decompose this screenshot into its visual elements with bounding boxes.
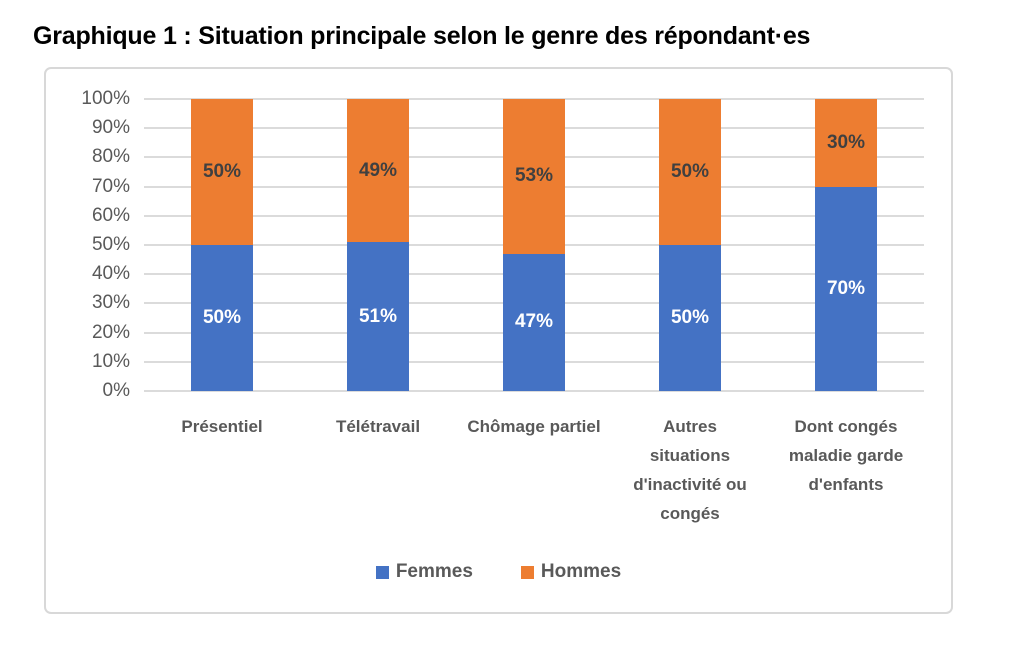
legend-label: Femmes (395, 561, 473, 582)
y-axis-tick-label: 60% (91, 204, 130, 226)
bar-segment-hommes: 50% (191, 99, 253, 245)
y-axis-tick-label: 0% (102, 380, 130, 401)
data-label: 51% (358, 305, 398, 327)
data-label: 53% (514, 165, 554, 187)
data-label: 30% (826, 131, 866, 153)
bar-segment-femmes: 50% (191, 245, 253, 391)
y-axis-tick-label: 80% (91, 146, 130, 168)
bar-segment-hommes: 50% (659, 99, 721, 245)
category-label: Autres situations d'inactivité ou congés (633, 417, 747, 523)
y-axis-tick-label: 100% (81, 88, 130, 109)
data-label: 50% (202, 307, 242, 328)
category-label: Dont congés maladie garde d'enfants (788, 417, 904, 494)
y-axis-tick-label: 50% (91, 234, 130, 255)
data-label: 49% (358, 159, 398, 181)
legend-swatch-icon (375, 565, 389, 579)
bar-group: 50% 50% (191, 99, 253, 391)
y-axis-tick-label: 10% (91, 350, 130, 372)
data-label: 50% (670, 161, 710, 182)
chart-title: Graphique 1 : Situation principale selon… (33, 22, 811, 50)
y-axis-tick-label: 20% (91, 321, 130, 343)
category-label: Chômage partiel (467, 417, 601, 436)
y-axis-tick-label: 30% (91, 292, 130, 314)
bar-segment-hommes: 30% (815, 99, 877, 187)
category-label: Télétravail (335, 417, 421, 436)
bar-group: 47% 53% (503, 99, 565, 391)
data-label: 70% (826, 277, 866, 299)
bar-segment-femmes: 50% (659, 245, 721, 391)
legend-item-hommes: Hommes (520, 561, 622, 583)
bar-segment-femmes: 51% (347, 242, 409, 391)
y-axis-tick-label: 90% (91, 117, 130, 139)
y-axis-tick-label: 70% (91, 175, 130, 197)
category-label: Présentiel (181, 417, 263, 436)
bar-segment-femmes: 70% (815, 186, 877, 391)
bar-group: 51% 49% (347, 99, 409, 391)
bar-segment-femmes: 47% (503, 253, 565, 391)
y-axis-tick-label: 40% (91, 263, 130, 285)
legend-swatch-icon (520, 565, 534, 579)
gridline (144, 390, 924, 392)
legend-label: Hommes (540, 561, 622, 582)
bar-segment-hommes: 53% (503, 99, 565, 254)
bar-group: 50% 50% (659, 99, 721, 391)
data-label: 50% (670, 307, 710, 328)
plot-area: 0% 10% 20% 30% 40% 50% 60% 70% 80% 90% 100% 50% 50% 5… (81, 88, 924, 401)
bar-group: 70% 30% (815, 99, 877, 391)
legend: Femmes Hommes (46, 561, 951, 583)
category-labels: Présentiel Télétravail Chômage partiel Autr… (144, 412, 924, 542)
bar-segment-hommes: 49% (347, 99, 409, 243)
data-label: 47% (514, 311, 554, 333)
chart-frame: 0% 10% 20% 30% 40% 50% 60% 70% 80% 90% 100% 50% 50% 5… (44, 67, 953, 614)
legend-item-femmes: Femmes (375, 561, 473, 583)
gridline (144, 98, 924, 100)
data-label: 50% (202, 161, 242, 182)
